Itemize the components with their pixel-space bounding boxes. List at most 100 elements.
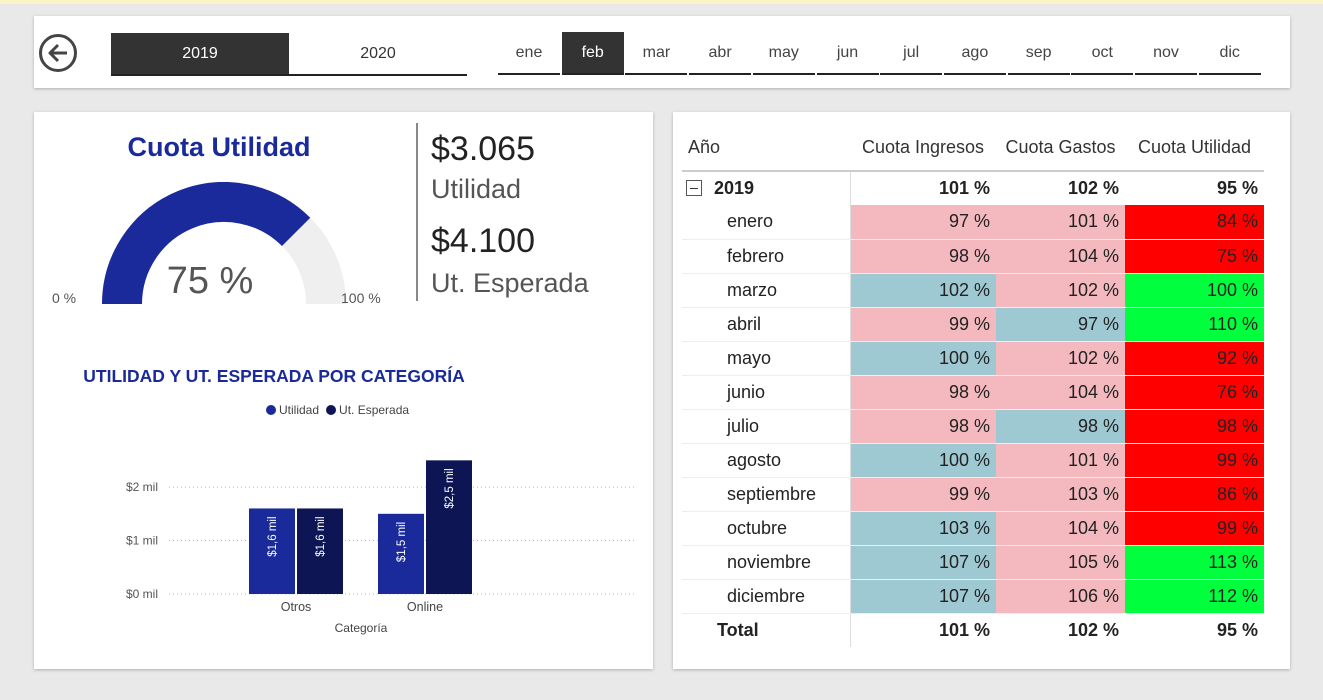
cell-cuota-utilidad: 110 %	[1125, 307, 1264, 342]
gauge-max-label: 100 %	[341, 290, 381, 306]
legend-label-utilidad: Utilidad	[279, 403, 320, 417]
month-button-mar[interactable]: mar	[625, 32, 688, 75]
legend-label-esperada: Ut. Esperada	[339, 403, 410, 417]
cell-cuota-ingresos: 107 %	[849, 545, 996, 580]
kpi-esperada-label: Ut. Esperada	[431, 268, 589, 298]
cell-cuota-gastos: 102 %	[996, 273, 1125, 308]
cell-cuota-gastos: 104 %	[996, 511, 1125, 546]
cell-cuota-ingresos: 99 %	[849, 477, 996, 512]
header-cuota-gastos[interactable]: Cuota Gastos	[996, 125, 1125, 172]
gauge-title: Cuota Utilidad	[127, 132, 311, 162]
cell-cuota-gastos: 101 %	[996, 443, 1125, 478]
row-month-label: julio	[682, 409, 850, 444]
x-axis-label: Categoría	[335, 621, 388, 635]
month-button-jul[interactable]: jul	[880, 32, 943, 75]
row-month-label: noviembre	[682, 545, 850, 580]
cell-cuota-ingresos: 99 %	[849, 307, 996, 342]
bar-ut-esperada-online	[426, 460, 472, 594]
row-month-label: diciembre	[682, 579, 850, 614]
y-tick-label: $1 mil	[126, 534, 158, 548]
month-button-ene[interactable]: ene	[498, 32, 560, 75]
row-month-label: abril	[682, 307, 850, 342]
gauge-value: 75 %	[166, 260, 254, 302]
month-button-jun[interactable]: jun	[816, 32, 879, 75]
table-row: enero 97 % 101 % 84 %	[682, 205, 1264, 240]
cell-cuota-ingresos: 100 %	[849, 443, 996, 478]
kpi-divider	[416, 123, 418, 301]
gauge-chart	[102, 182, 346, 305]
cell-cuota-gastos: 104 %	[996, 239, 1125, 274]
month-button-feb[interactable]: feb	[561, 32, 624, 75]
cell-cuota-gastos: 102 %	[996, 341, 1125, 376]
back-arrow-icon[interactable]	[39, 34, 77, 72]
table-row: diciembre 107 % 106 % 112 %	[682, 579, 1264, 614]
cell-cuota-gastos: 105 %	[996, 545, 1125, 580]
month-button-ago[interactable]: ago	[943, 32, 1006, 75]
year-button-2020[interactable]: 2020	[289, 33, 467, 76]
cell-cuota-ingresos: 107 %	[849, 579, 996, 614]
year-cuota-gastos: 102 %	[1067, 178, 1119, 198]
month-button-nov[interactable]: nov	[1135, 32, 1197, 75]
cell-cuota-utilidad: 99 %	[1125, 511, 1264, 546]
total-cuota-utilidad: 95 %	[1125, 612, 1264, 647]
bar-utilidad-online	[378, 513, 424, 594]
cell-cuota-utilidad: 86 %	[1125, 477, 1264, 512]
total-cuota-ingresos: 101 %	[849, 612, 996, 647]
cell-cuota-utilidad: 98 %	[1125, 409, 1264, 444]
table-row: mayo 100 % 102 % 92 %	[682, 341, 1264, 376]
top-strip	[0, 0, 1323, 4]
row-month-label: junio	[682, 375, 850, 410]
bar-data-label: $1,6 mil	[315, 516, 327, 556]
cell-cuota-utilidad: 99 %	[1125, 443, 1264, 478]
bar-data-label: $2,5 mil	[444, 468, 456, 508]
total-cuota-gastos: 102 %	[996, 612, 1125, 647]
bar-utilidad-otros	[249, 508, 295, 594]
month-button-dic[interactable]: dic	[1198, 32, 1261, 75]
year-row-label: 2019	[714, 178, 755, 198]
cell-cuota-gastos: 106 %	[996, 579, 1125, 614]
cell-cuota-ingresos: 102 %	[849, 273, 996, 308]
legend-dot-utilidad	[266, 405, 276, 415]
collapse-minus-icon[interactable]	[686, 180, 702, 196]
month-button-abr[interactable]: abr	[689, 32, 752, 75]
bar-data-label: $1,6 mil	[267, 516, 279, 556]
year-cuota-ingresos: 101 %	[849, 171, 996, 205]
quota-matrix: Año Cuota Ingresos Cuota Gastos Cuota Ut…	[682, 125, 1264, 647]
table-row: febrero 98 % 104 % 75 %	[682, 239, 1264, 274]
bar-ut-esperada-otros	[297, 508, 343, 594]
header-anio[interactable]: Año	[682, 125, 850, 172]
cell-cuota-utilidad: 113 %	[1125, 545, 1264, 580]
bar-data-label: $1,5 mil	[396, 522, 408, 562]
bar-chart: $0 mil $1 mil $2 mil $1,6 mil $1,6 mil Otros $…	[126, 460, 634, 635]
total-label: Total	[682, 612, 850, 647]
row-month-label: febrero	[682, 239, 850, 274]
table-row: abril 99 % 97 % 110 %	[682, 307, 1264, 342]
row-month-label: mayo	[682, 341, 850, 376]
row-month-label: agosto	[682, 443, 850, 478]
year-row-2019: 2019 101 % 102 % 95 %	[682, 171, 1264, 205]
cell-cuota-utilidad: 84 %	[1125, 205, 1264, 240]
month-button-sep[interactable]: sep	[1007, 32, 1070, 75]
cell-cuota-ingresos: 97 %	[849, 205, 996, 240]
year-button-2019[interactable]: 2019	[111, 33, 289, 76]
y-tick-label: $2 mil	[126, 480, 158, 494]
cell-cuota-gastos: 101 %	[996, 205, 1125, 240]
cell-cuota-ingresos: 103 %	[849, 511, 996, 546]
month-button-oct[interactable]: oct	[1071, 32, 1134, 75]
row-month-label: marzo	[682, 273, 850, 308]
kpi-utilidad-value: $3.065	[431, 130, 535, 168]
chart-legend[interactable]: Utilidad Ut. Esperada	[266, 403, 409, 417]
x-tick-label: Online	[407, 600, 443, 614]
table-row: octubre 103 % 104 % 99 %	[682, 511, 1264, 546]
table-row: noviembre 107 % 105 % 113 %	[682, 545, 1264, 580]
cell-cuota-utilidad: 100 %	[1125, 273, 1264, 308]
header-cuota-utilidad[interactable]: Cuota Utilidad	[1125, 125, 1264, 172]
gauge-min-label: 0 %	[52, 290, 77, 306]
month-button-may[interactable]: may	[752, 32, 815, 75]
cell-cuota-ingresos: 98 %	[849, 409, 996, 444]
header-cuota-ingresos[interactable]: Cuota Ingresos	[850, 125, 996, 172]
x-tick-label: Otros	[281, 600, 312, 614]
cell-cuota-gastos: 98 %	[996, 409, 1125, 444]
cell-cuota-utilidad: 76 %	[1125, 375, 1264, 410]
table-row: marzo 102 % 102 % 100 %	[682, 273, 1264, 308]
